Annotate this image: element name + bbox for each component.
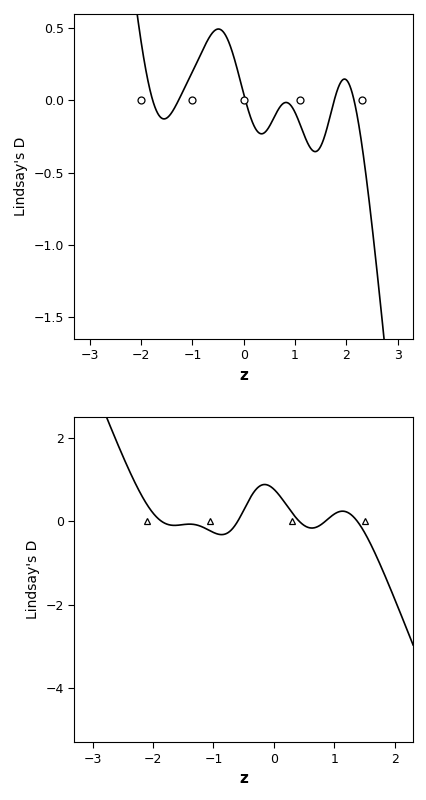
Y-axis label: Lindsay's D: Lindsay's D — [14, 137, 28, 216]
X-axis label: z: z — [239, 368, 248, 382]
X-axis label: z: z — [239, 771, 248, 786]
Y-axis label: Lindsay's D: Lindsay's D — [26, 540, 40, 619]
